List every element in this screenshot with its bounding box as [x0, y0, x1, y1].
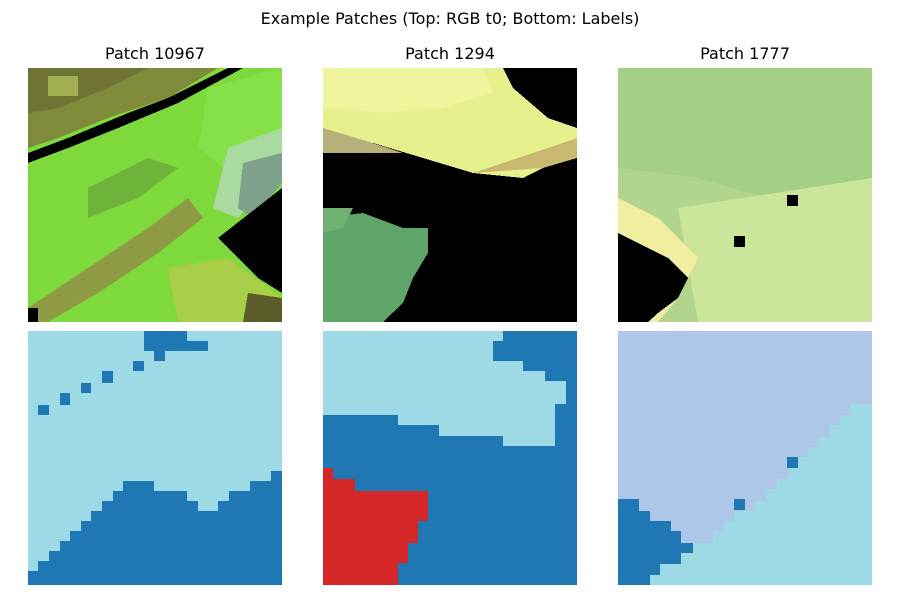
- rgb-image-patch-1294: [323, 68, 577, 322]
- figure-title: Example Patches (Top: RGB t0; Bottom: La…: [260, 9, 640, 28]
- rgb-image-patch-10967: [28, 68, 282, 322]
- patch-title-2: Patch 1294: [405, 44, 495, 63]
- label-image-patch-1777: [618, 331, 872, 585]
- label-image-patch-1294: [323, 331, 577, 585]
- label-image-patch-10967: [28, 331, 282, 585]
- patch-title-1: Patch 10967: [105, 44, 205, 63]
- patch-title-3: Patch 1777: [700, 44, 790, 63]
- rgb-image-patch-1777: [618, 68, 872, 322]
